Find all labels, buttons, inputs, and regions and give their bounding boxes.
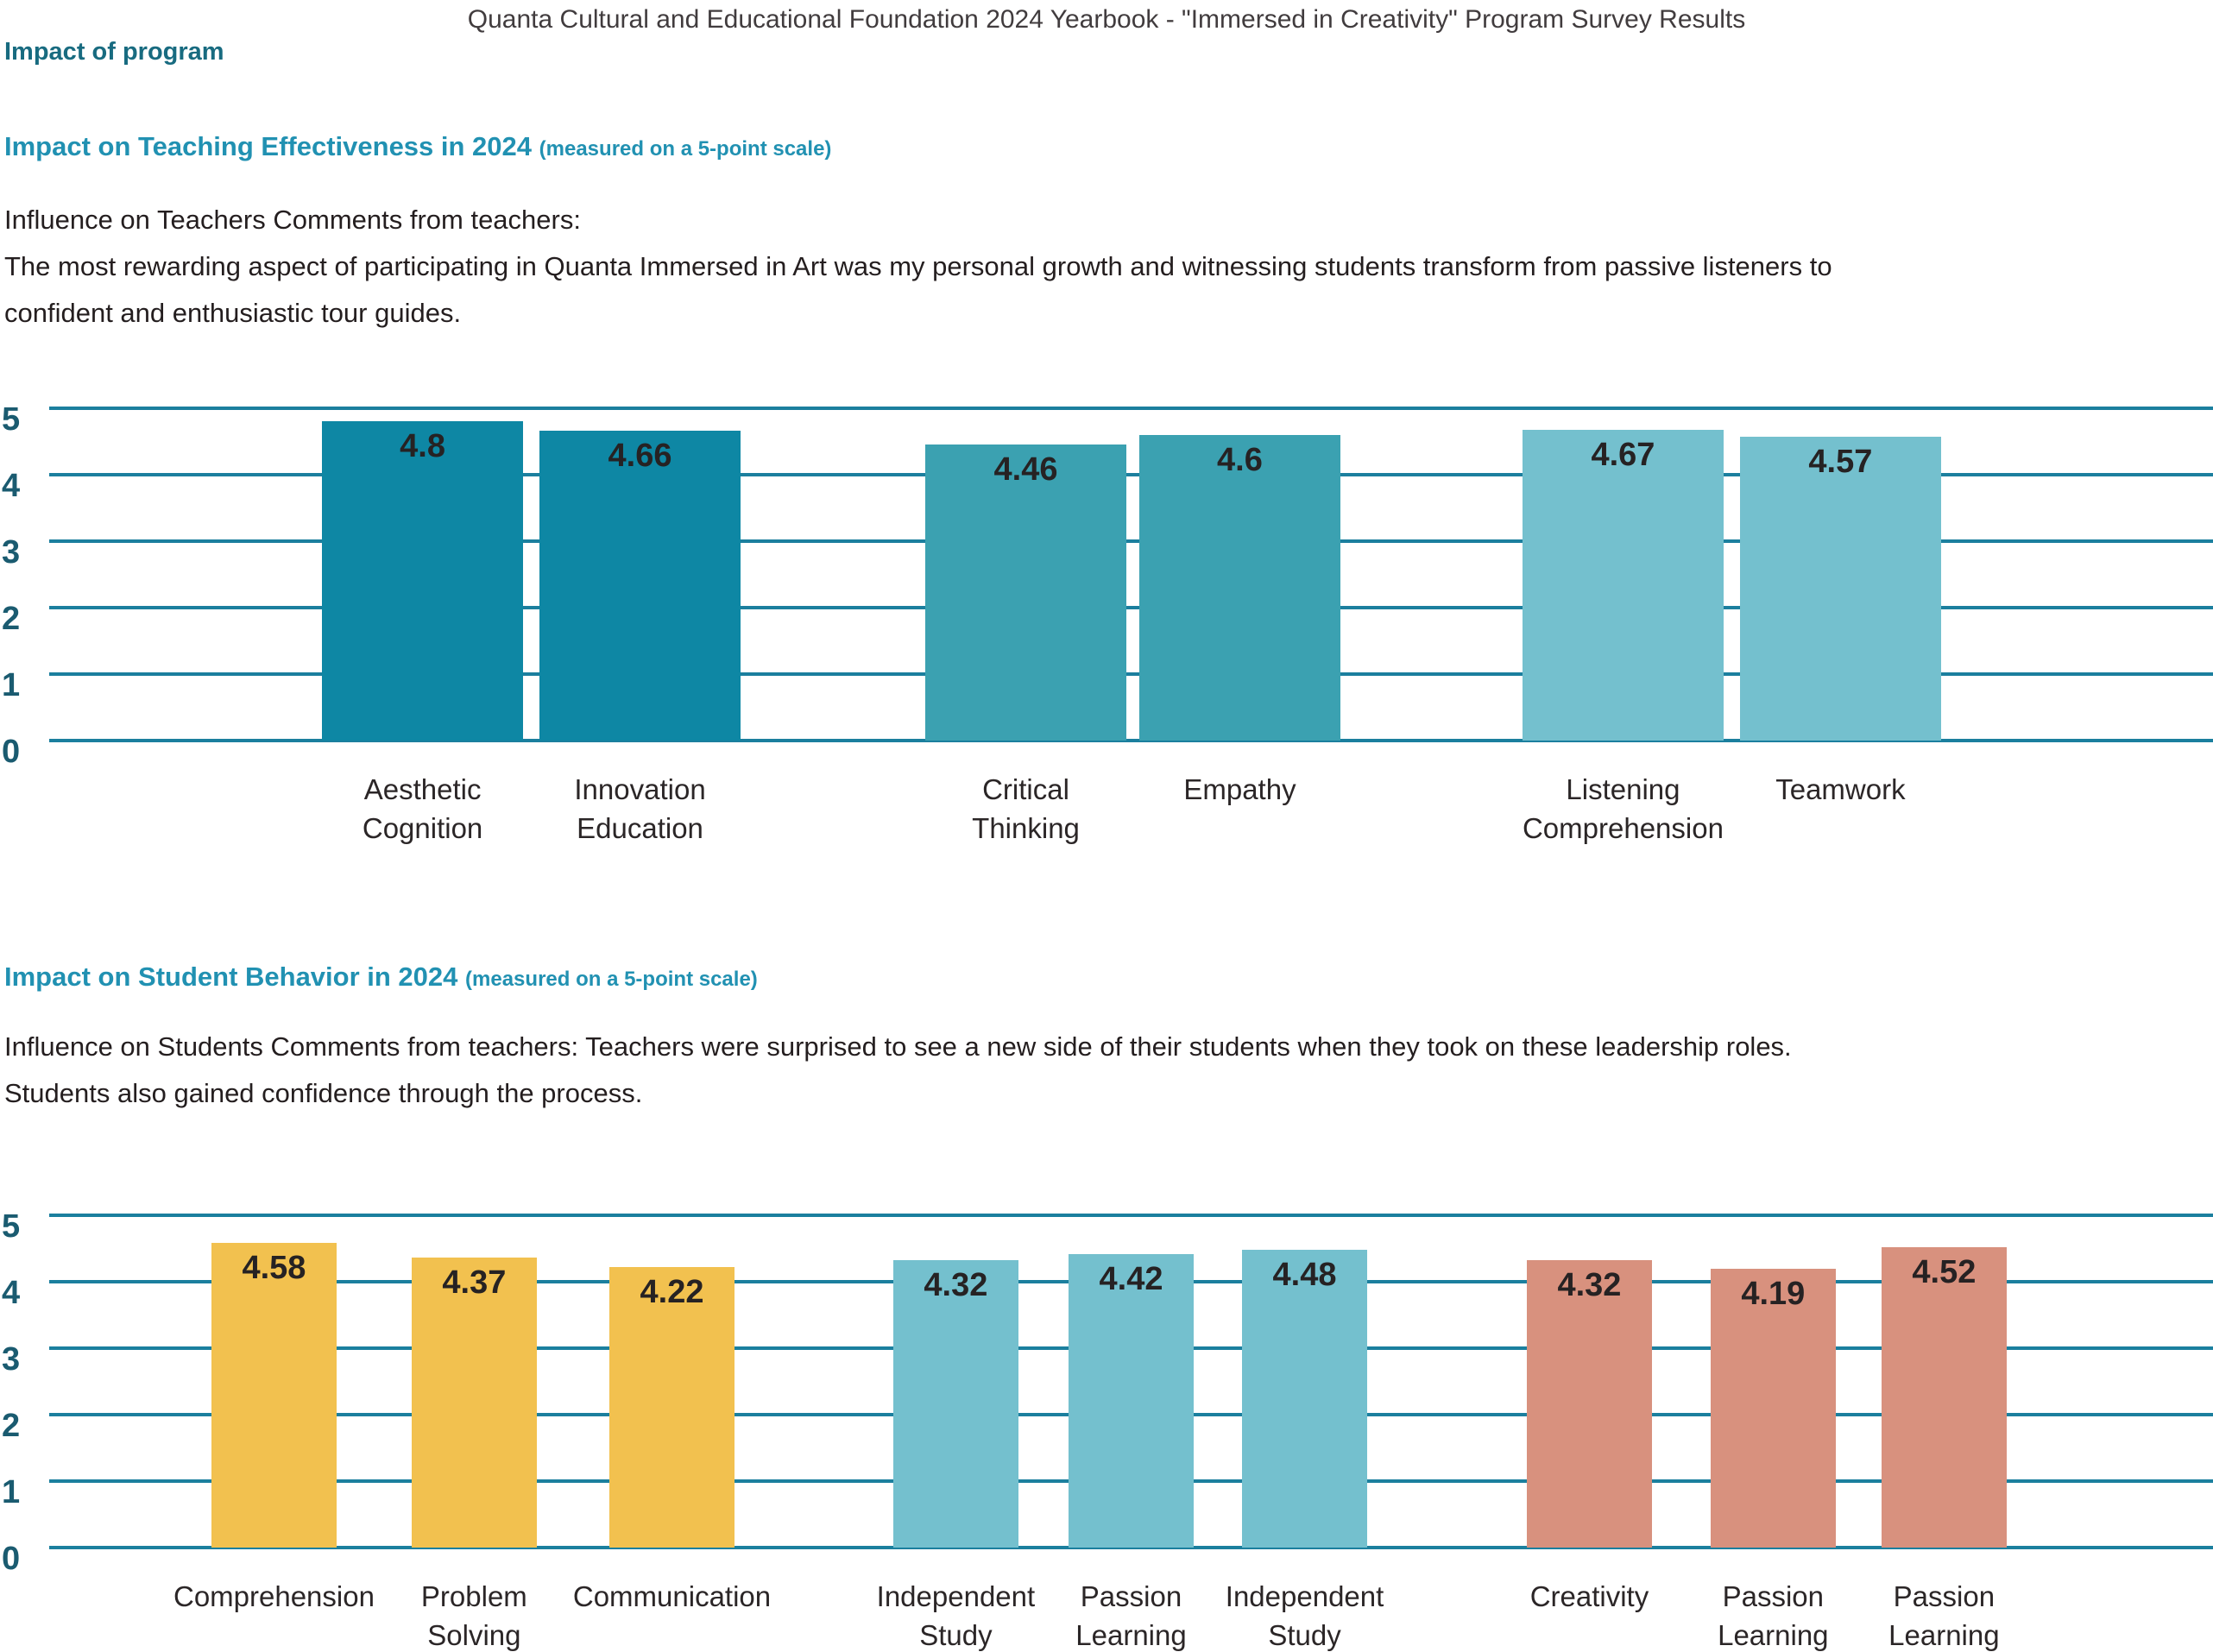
gridline-y2 — [49, 606, 2213, 609]
chart1-comments-text: Influence on Teachers Comments from teac… — [4, 205, 1832, 328]
y-axis-tick-label: 0 — [2, 1541, 21, 1577]
bar-innovation-education: 4.66 — [539, 431, 741, 741]
section-title: Impact of program — [4, 38, 224, 66]
chart2-heading-main: Impact on Student Behavior in 2024 — [4, 962, 458, 992]
y-axis-tick-label: 1 — [2, 1474, 21, 1510]
gridline-y3 — [49, 539, 2213, 543]
bar-value-label: 4.8 — [400, 428, 445, 465]
category-label: Comprehension — [173, 1580, 375, 1612]
y-axis-tick-label: 2 — [2, 1408, 21, 1444]
bar-value-label: 4.19 — [1741, 1276, 1806, 1313]
y-axis-tick-label: 2 — [2, 601, 21, 637]
bar-independent-study: 4.32 — [892, 1260, 1018, 1548]
category-label: Listening Comprehension — [1522, 773, 1724, 844]
category-label: Passion Learning — [1718, 1580, 1829, 1651]
bar-problem-solving: 4.37 — [411, 1257, 537, 1548]
category-label: Passion Learning — [1075, 1580, 1187, 1651]
category-label: Problem Solving — [420, 1580, 527, 1651]
bar-aesthetic-cognition: 4.8 — [322, 421, 524, 741]
y-axis-tick-label: 4 — [2, 468, 21, 504]
y-axis-tick-label: 5 — [2, 401, 21, 438]
bar-value-label: 4.37 — [442, 1264, 507, 1301]
gridline-y1 — [49, 672, 2213, 676]
chart2-heading-note: (measured on a 5-point scale) — [465, 968, 758, 991]
bar-passion-learning: 4.19 — [1710, 1269, 1836, 1548]
bar-passion-learning: 4.42 — [1069, 1253, 1194, 1548]
gridline-y5 — [49, 407, 2213, 410]
y-axis-tick-label: 4 — [2, 1275, 21, 1311]
bar-value-label: 4.52 — [1912, 1253, 1977, 1290]
category-label: Aesthetic Cognition — [362, 773, 483, 844]
bar-passion-learning: 4.52 — [1881, 1246, 2007, 1548]
bar-teamwork: 4.57 — [1739, 437, 1941, 741]
bar-value-label: 4.48 — [1272, 1257, 1337, 1294]
gridline-y4 — [49, 473, 2213, 476]
chart1-heading: Impact on Teaching Effectiveness in 2024… — [4, 131, 831, 162]
category-label: Passion Learning — [1888, 1580, 2000, 1651]
y-axis-tick-label: 3 — [2, 1341, 21, 1378]
chart2-heading: Impact on Student Behavior in 2024 (meas… — [4, 962, 758, 993]
bar-value-label: 4.57 — [1808, 444, 1873, 481]
bar-critical-thinking: 4.46 — [925, 444, 1126, 741]
category-label: Empathy — [1183, 773, 1296, 805]
bar-value-label: 4.22 — [640, 1274, 704, 1311]
bar-value-label: 4.42 — [1099, 1260, 1163, 1297]
bar-value-label: 4.67 — [1591, 437, 1655, 474]
gridline-y5 — [49, 1214, 2213, 1217]
bar-comprehension: 4.58 — [211, 1243, 337, 1548]
plot-area: 4.58 Comprehension 4.37 Problem Solving 4.22… — [49, 1214, 2213, 1651]
category-label: Teamwork — [1775, 773, 1906, 805]
category-label: Communication — [572, 1580, 772, 1612]
category-label: Innovation Education — [574, 773, 706, 844]
bar-value-label: 4.6 — [1217, 441, 1263, 478]
bar-creativity: 4.32 — [1527, 1260, 1652, 1548]
chart1-heading-main: Impact on Teaching Effectiveness in 2024 — [4, 131, 533, 161]
category-label: Critical Thinking — [972, 773, 1080, 844]
chart1-heading-note: (measured on a 5-point scale) — [539, 137, 832, 161]
bar-value-label: 4.58 — [242, 1250, 306, 1287]
bar-value-label: 4.32 — [1557, 1267, 1622, 1304]
plot-area: 4.8 Aesthetic Cognition 4.66 Innovation Edu… — [49, 407, 2213, 844]
bar-independent-study: 4.48 — [1242, 1250, 1367, 1548]
student-behavior-chart: 4.58 Comprehension 4.37 Problem Solving 4.22… — [0, 1208, 2213, 1651]
gridline-y0 — [49, 739, 2213, 742]
category-label: Independent Study — [1225, 1580, 1384, 1651]
category-label: Creativity — [1529, 1580, 1649, 1612]
chart2-comments-text: Influence on Students Comments from teac… — [4, 1031, 1792, 1108]
y-axis-tick-label: 1 — [2, 667, 21, 703]
bar-value-label: 4.66 — [608, 438, 672, 475]
gridline-y0 — [49, 1546, 2213, 1549]
category-label: Independent Study — [876, 1580, 1036, 1651]
bar-listening-comprehension: 4.67 — [1523, 430, 1724, 741]
bar-communication: 4.22 — [609, 1267, 735, 1548]
page-title: Quanta Cultural and Educational Foundati… — [467, 5, 1746, 34]
teaching-effectiveness-chart: 4.8 Aesthetic Cognition 4.66 Innovation Edu… — [0, 401, 2213, 844]
y-axis-tick-label: 5 — [2, 1208, 21, 1245]
y-axis-tick-label: 3 — [2, 534, 21, 571]
bar-empathy: 4.6 — [1139, 434, 1340, 741]
bar-value-label: 4.32 — [924, 1267, 988, 1304]
y-axis-tick-label: 0 — [2, 734, 21, 770]
bar-value-label: 4.46 — [993, 451, 1058, 488]
